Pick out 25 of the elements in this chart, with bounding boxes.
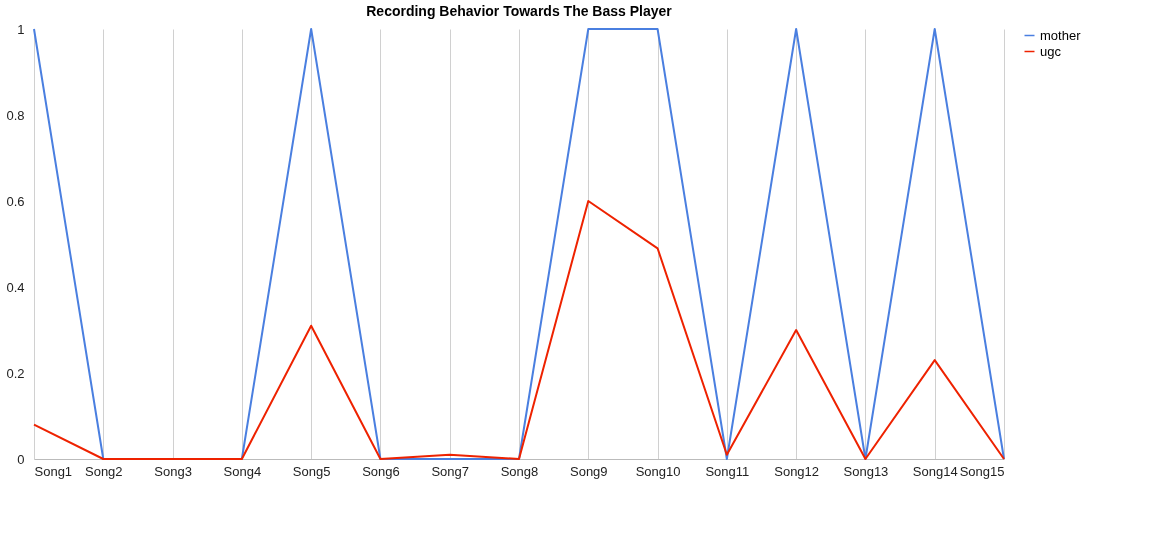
x-tick-label: Song8 (500, 463, 539, 479)
x-tick-label: Song3 (154, 463, 192, 479)
x-tick-label: Song7 (431, 463, 470, 479)
x-tick-label: Song5 (292, 463, 331, 479)
y-tick-label: 0.2 (6, 365, 25, 381)
y-tick-label: 1 (17, 21, 25, 37)
chart-title: Recording Behavior Towards The Bass Player (366, 3, 673, 19)
x-tick-label: Song4 (223, 463, 262, 479)
legend-label: ugc (1040, 43, 1062, 59)
legend-label: mother (1040, 27, 1082, 43)
x-tick-label: Song13 (843, 463, 889, 479)
y-tick-label: 0 (17, 451, 25, 467)
x-tick-label: Song10 (635, 463, 681, 479)
x-tick-label: Song12 (774, 463, 820, 479)
x-tick-label: Song6 (362, 463, 400, 479)
x-tick-label: Song15 (959, 463, 1005, 479)
y-tick-label: 0.6 (6, 193, 25, 209)
x-tick-label: Song1 (34, 463, 73, 479)
x-tick-label: Song2 (84, 463, 123, 479)
y-tick-label: 0.4 (6, 279, 25, 295)
x-tick-label: Song14 (912, 463, 958, 479)
line-series (33, 200, 1005, 460)
y-tick-label: 0.8 (6, 107, 25, 123)
x-tick-label: Song9 (569, 463, 608, 479)
x-tick-label: Song11 (705, 463, 750, 479)
